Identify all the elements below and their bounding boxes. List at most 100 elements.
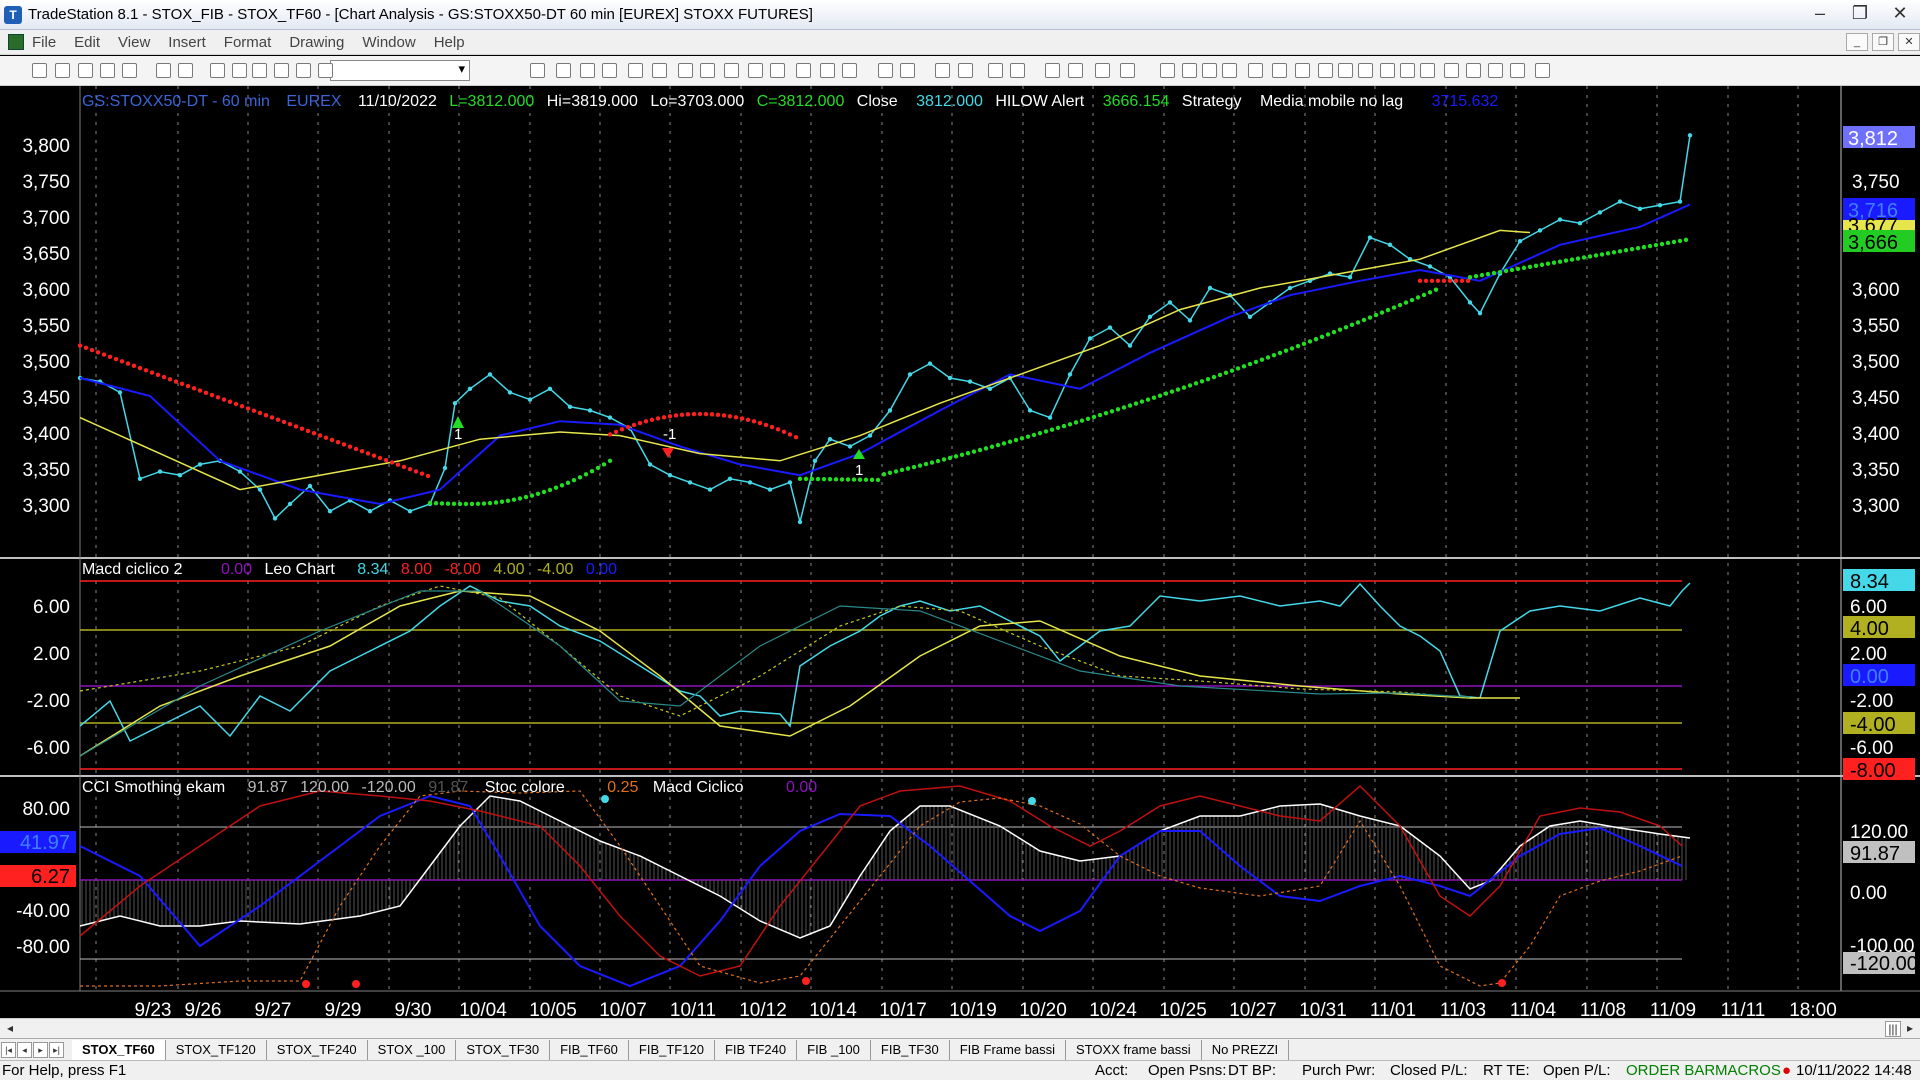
toolbar-button[interactable] <box>878 63 893 78</box>
toolbar-button[interactable] <box>652 63 667 78</box>
date-tick: 11/08 <box>1580 1000 1626 1021</box>
menu-edit[interactable]: Edit <box>74 33 101 51</box>
status-order-bar[interactable]: ORDER BAR <box>1626 1062 1716 1079</box>
symbol-combo[interactable] <box>330 60 470 81</box>
tab-stoxx-frame-bassi[interactable]: STOXX frame bassi <box>1066 1039 1202 1060</box>
toolbar-button[interactable] <box>1380 63 1395 78</box>
prev-sheet-icon[interactable]: ◂ <box>17 1041 32 1058</box>
scroll-right-icon[interactable]: ▸ <box>1906 1021 1914 1035</box>
menu-format[interactable]: Format <box>223 33 272 51</box>
scroll-thumb[interactable]: ||| <box>1885 1021 1901 1037</box>
cci-header-stoc: Stoc colore <box>485 779 565 796</box>
toolbar-button[interactable] <box>1068 63 1083 78</box>
next-sheet-icon[interactable]: ▸ <box>33 1041 48 1058</box>
toolbar-button[interactable] <box>1295 63 1310 78</box>
status-macros[interactable]: MACROS <box>1715 1062 1781 1079</box>
restore-button[interactable]: ❐ <box>1851 3 1869 23</box>
menu-file[interactable]: File <box>32 33 57 51</box>
toolbar-button[interactable] <box>1510 63 1525 78</box>
toolbar-button[interactable] <box>178 63 193 78</box>
toolbar-button[interactable] <box>900 63 915 78</box>
tab-stox-tf30[interactable]: STOX_TF30 <box>456 1039 551 1060</box>
menu-help[interactable]: Help <box>433 33 465 51</box>
toolbar-button[interactable] <box>1160 63 1175 78</box>
menu-insert[interactable]: Insert <box>168 33 206 51</box>
macd-header-v5: -4.00 <box>537 561 574 578</box>
toolbar-button[interactable] <box>1045 63 1060 78</box>
chart-area[interactable]: GS:STOXX50-DT - 60 min EUREX 11/10/2022 … <box>0 86 1920 1026</box>
minimize-button[interactable]: – <box>1814 3 1825 23</box>
toolbar-button[interactable] <box>628 63 643 78</box>
toolbar-button[interactable] <box>770 63 785 78</box>
toolbar-button[interactable] <box>530 63 545 78</box>
toolbar-button[interactable] <box>1120 63 1135 78</box>
toolbar-button[interactable] <box>296 63 311 78</box>
toolbar-button[interactable] <box>1466 63 1481 78</box>
toolbar-button[interactable] <box>724 63 739 78</box>
horizontal-scrollbar[interactable]: ◂ ||| ▸ <box>0 1018 1920 1038</box>
toolbar-button[interactable] <box>122 63 137 78</box>
toolbar-button[interactable] <box>700 63 715 78</box>
macd-tick-right: -2.00 <box>1850 691 1893 712</box>
tab-stox-100[interactable]: STOX _100 <box>368 1039 457 1060</box>
toolbar-button[interactable] <box>958 63 973 78</box>
tab-fib-tf60[interactable]: FIB_TF60 <box>550 1039 629 1060</box>
toolbar-button[interactable] <box>1010 63 1025 78</box>
mdi-close-button[interactable]: ✕ <box>1898 33 1920 51</box>
toolbar-button[interactable] <box>156 63 171 78</box>
toolbar-button[interactable] <box>1535 63 1550 78</box>
tab-fib-tf240[interactable]: FIB TF240 <box>715 1039 798 1060</box>
toolbar-button[interactable] <box>1318 63 1333 78</box>
toolbar-button[interactable] <box>678 63 693 78</box>
menu-window[interactable]: Window <box>362 33 416 51</box>
toolbar-button[interactable] <box>935 63 950 78</box>
toolbar-button[interactable] <box>820 63 835 78</box>
first-sheet-icon[interactable]: |◂ <box>1 1041 16 1058</box>
toolbar-button[interactable] <box>556 63 571 78</box>
close-button[interactable]: ✕ <box>1892 3 1908 23</box>
toolbar-button[interactable] <box>1488 63 1503 78</box>
toolbar-button[interactable] <box>32 63 47 78</box>
last-sheet-icon[interactable]: ▸| <box>49 1041 64 1058</box>
toolbar-button[interactable] <box>78 63 93 78</box>
toolbar-button[interactable] <box>842 63 857 78</box>
toolbar-button[interactable] <box>1095 63 1110 78</box>
toolbar-button[interactable] <box>100 63 115 78</box>
toolbar-button[interactable] <box>318 63 333 78</box>
toolbar-button[interactable] <box>1272 63 1287 78</box>
scroll-left-icon[interactable]: ◂ <box>6 1021 14 1035</box>
toolbar-button[interactable] <box>580 63 595 78</box>
toolbar-button[interactable] <box>252 63 267 78</box>
tab-fib-frame-bassi[interactable]: FIB Frame bassi <box>950 1039 1067 1060</box>
tab-fib-tf120[interactable]: FIB_TF120 <box>629 1039 715 1060</box>
toolbar-button[interactable] <box>602 63 617 78</box>
toolbar-button[interactable] <box>232 63 247 78</box>
tab-fib-tf30[interactable]: FIB_TF30 <box>871 1039 950 1060</box>
toolbar-button[interactable] <box>988 63 1003 78</box>
toolbar-button[interactable] <box>55 63 70 78</box>
toolbar-button[interactable] <box>1338 63 1353 78</box>
toolbar-button[interactable] <box>274 63 289 78</box>
toolbar-button[interactable] <box>1202 63 1217 78</box>
mdi-minimize-button[interactable]: _ <box>1846 33 1868 51</box>
menu-view[interactable]: View <box>118 33 151 51</box>
tab-no-prezzi[interactable]: No PREZZI <box>1202 1039 1290 1060</box>
toolbar-button[interactable] <box>748 63 763 78</box>
toolbar-button[interactable] <box>210 63 225 78</box>
toolbar-button[interactable] <box>1358 63 1373 78</box>
toolbar-button[interactable] <box>1222 63 1237 78</box>
toolbar-button[interactable] <box>1444 63 1459 78</box>
menu-drawing[interactable]: Drawing <box>289 33 345 51</box>
toolbar-button[interactable] <box>796 63 811 78</box>
buy-signal-label: 1 <box>855 462 863 479</box>
toolbar-button[interactable] <box>1420 63 1435 78</box>
tab-fib-100[interactable]: FIB _100 <box>797 1039 871 1060</box>
toolbar-button[interactable] <box>1182 63 1197 78</box>
toolbar-button[interactable] <box>1400 63 1415 78</box>
tab-stox-tf120[interactable]: STOX_TF120 <box>166 1039 267 1060</box>
price-header-media: Media mobile no lag <box>1260 93 1403 110</box>
tab-stox-tf240[interactable]: STOX_TF240 <box>267 1039 368 1060</box>
toolbar-button[interactable] <box>1248 63 1263 78</box>
mdi-restore-button[interactable]: ❐ <box>1872 33 1894 51</box>
tab-stox-tf60[interactable]: STOX_TF60 <box>72 1039 166 1060</box>
